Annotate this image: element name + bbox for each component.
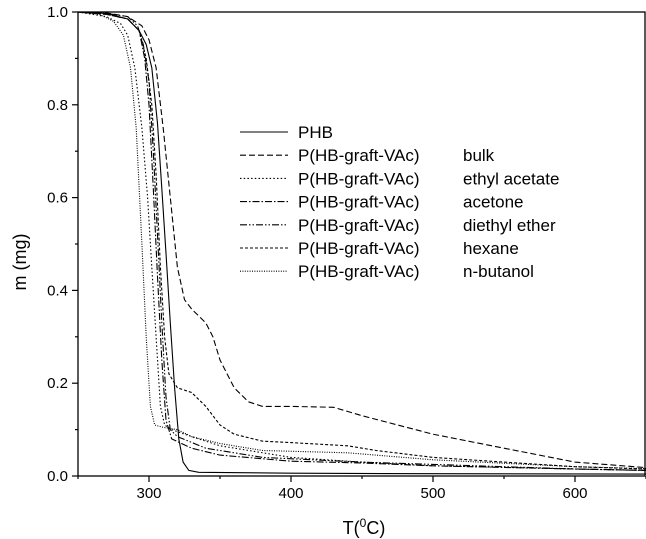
x-axis-label: T(0C) [343, 516, 386, 538]
legend-series-solvent: n-butanol [463, 262, 534, 281]
legend-series-solvent: bulk [463, 146, 495, 165]
y-axis-label: m (mg) [10, 234, 30, 291]
y-tick-label: 0.0 [47, 468, 68, 485]
y-tick-label: 0.2 [47, 375, 68, 392]
x-axis-label-sup: 0 [360, 516, 367, 530]
legend-series-name: P(HB-graft-VAc) [298, 262, 420, 281]
series-line-4 [77, 11, 646, 471]
legend-label-2: P(HB-graft-VAc) bulk [298, 146, 495, 165]
legend-series-name: P(HB-graft-VAc) [298, 239, 420, 258]
series-line-6 [77, 11, 646, 470]
ticks-layer: 300 400 500 600 0.0 0.2 0.4 0.6 0.8 1.0 [47, 4, 646, 502]
y-tick-label: 0.6 [47, 190, 68, 207]
legend-series-solvent: diethyl ether [463, 216, 556, 235]
legend-label-3: P(HB-graft-VAc) ethyl acetate [298, 169, 559, 188]
x-tick-label: 600 [562, 485, 587, 502]
series-line-2 [77, 11, 646, 469]
legend-series-name: PHB [298, 123, 333, 142]
legend-series-solvent: hexane [463, 239, 519, 258]
legend-series-name: P(HB-graft-VAc) [298, 216, 420, 235]
legend-label-4: P(HB-graft-VAc) acetone [298, 193, 524, 212]
y-tick-label: 0.8 [47, 97, 68, 114]
x-axis-label-post: C) [366, 518, 385, 538]
series-layer [77, 11, 646, 475]
legend-series-name: P(HB-graft-VAc) [298, 146, 420, 165]
legend-series-name: P(HB-graft-VAc) [298, 169, 420, 188]
series-line-5 [77, 11, 646, 471]
legend-series-name: P(HB-graft-VAc) [298, 193, 420, 212]
x-tick-label: 500 [420, 485, 445, 502]
x-tick-label: 300 [136, 485, 161, 502]
legend-label-6: P(HB-graft-VAc) hexane [298, 239, 519, 258]
legend-label-1: PHB [298, 123, 333, 142]
y-tick-label: 1.0 [47, 4, 68, 21]
legend-series-solvent: ethyl acetate [463, 169, 559, 188]
x-axis-label-pre: T( [343, 518, 360, 538]
legend-series-solvent: acetone [463, 193, 524, 212]
legend: PHB P(HB-graft-VAc) bulk P(HB-graft-VAc) eth… [240, 123, 559, 281]
legend-label-5: P(HB-graft-VAc) diethyl ether [298, 216, 556, 235]
x-tick-label: 400 [278, 485, 303, 502]
legend-label-7: P(HB-graft-VAc) n-butanol [298, 262, 534, 281]
y-tick-label: 0.4 [47, 282, 68, 299]
